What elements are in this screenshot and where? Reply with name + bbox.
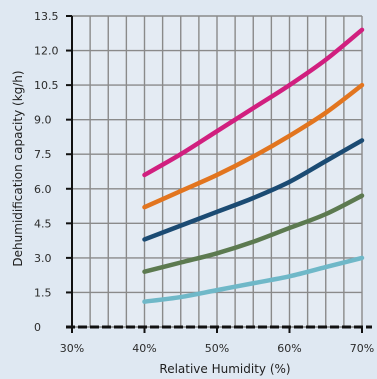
y-tick-label: 7.5 xyxy=(34,148,52,161)
axes-layer xyxy=(66,15,372,333)
y-tick-label: 1.5 xyxy=(34,286,52,299)
series-layer xyxy=(142,27,365,304)
x-tick-label: 50% xyxy=(205,342,229,355)
x-tick-label: 40% xyxy=(132,342,156,355)
series-line-2 xyxy=(142,82,365,210)
y-tick-label: 10.5 xyxy=(34,79,59,92)
series-line-1 xyxy=(142,27,365,178)
x-axis-title: Relative Humidity (%) xyxy=(159,362,290,376)
y-tick-label: 0 xyxy=(34,321,41,334)
y-tick-label: 9.0 xyxy=(34,114,52,127)
series-line-5 xyxy=(142,255,365,304)
y-tick-label: 4.5 xyxy=(34,217,52,230)
y-tick-label: 13.5 xyxy=(34,10,59,23)
x-tick-label: 70% xyxy=(350,342,374,355)
y-tick-label: 3.0 xyxy=(34,252,52,265)
x-tick-label: 60% xyxy=(277,342,301,355)
grid-layer xyxy=(71,15,363,328)
series-line-4 xyxy=(142,193,365,274)
labels-layer: 0 1.5 3.0 4.5 6.0 7.5 9.0 10.5 12.0 13.5 30% 40% 50%… xyxy=(34,10,374,355)
series-line-3 xyxy=(142,138,365,242)
y-axis-title: Dehumidification capacity (kg/h) xyxy=(11,70,25,266)
y-tick-label: 6.0 xyxy=(34,183,52,196)
y-tick-label: 12.0 xyxy=(34,45,59,58)
x-tick-label: 30% xyxy=(60,342,84,355)
